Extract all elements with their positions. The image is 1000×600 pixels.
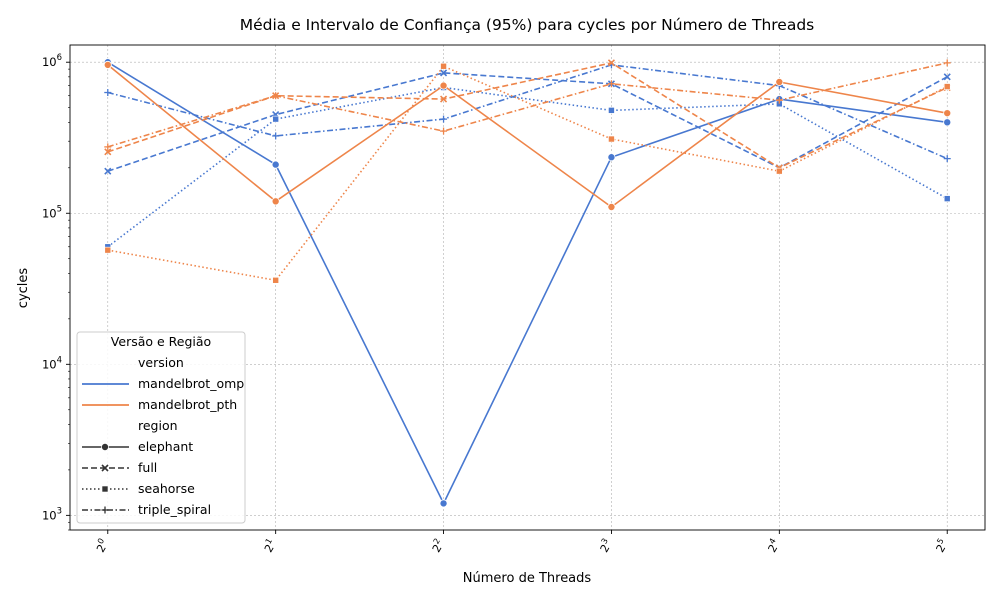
data-point [440,62,447,70]
series-line [107,64,948,208]
data-point [271,197,280,206]
series-line [107,72,948,172]
data-point [440,127,448,135]
data-point [104,148,112,156]
data-point [607,153,616,162]
x-axis-label: Número de Threads [463,571,592,586]
data-point [272,115,279,123]
marker-stroke [607,59,616,67]
marker-stroke [439,95,448,103]
data-point [943,59,951,67]
legend-title: Versão e Região [111,334,211,349]
data-point [104,167,112,175]
plot-area [69,44,986,531]
marker-stroke [104,167,112,175]
series-mandelbrot_pth-seahorse [104,62,951,284]
legend-entry-label: triple_spiral [138,502,211,517]
y-tick-label: 103 [42,506,62,522]
legend-marker [101,442,110,451]
data-point [943,109,952,118]
data-point [943,73,951,81]
data-point [103,60,112,69]
data-point [272,92,280,100]
legend-entry-label: mandelbrot_omp [138,376,244,391]
data-point [943,83,951,90]
data-point [608,135,615,143]
data-point [272,276,279,284]
data-point [440,115,448,123]
legend-entry-label: elephant [138,439,193,454]
data-point [943,118,952,127]
grid [70,45,985,530]
y-tick-label: 106 [42,53,62,69]
data-point [104,143,112,151]
data-point [439,499,448,508]
series-mandelbrot_pth-triple_spiral [104,59,951,151]
data-point [104,89,112,97]
data-point [775,96,783,104]
legend-marker [101,485,109,493]
chart-title: Média e Intervalo de Confiança (95%) par… [240,16,815,34]
data-point [943,195,951,202]
legend-entry-label: full [138,460,157,475]
marker-stroke [104,148,112,156]
legend-marker [101,464,109,472]
data-point [271,160,280,169]
data-point [272,132,280,140]
marker-stroke [101,464,109,472]
data-point [776,167,783,175]
data-point [439,81,448,90]
series-line [107,62,948,148]
series-mandelbrot_pth-elephant [103,60,952,212]
legend: Versão e Região version mandelbrot_ompmand… [76,331,246,524]
data-point [608,107,615,114]
data-point [439,95,448,103]
data-point [775,77,784,86]
data-point [607,59,616,67]
data-point [607,80,615,88]
marker-stroke [943,73,951,81]
legend-header-version: version [138,355,184,370]
marker-stroke [439,69,448,77]
data-point [104,246,112,254]
legend-entry-label: mandelbrot_pth [138,397,237,412]
y-tick-label: 104 [42,355,62,371]
data-point [607,203,616,212]
legend-marker [101,506,109,514]
series-line [107,61,948,505]
series-layer [103,58,952,508]
y-tick-label: 105 [42,204,62,220]
legend-box [76,331,246,524]
series-line [107,64,948,160]
legend-entry-label: seahorse [138,481,195,496]
data-point [943,155,951,163]
data-point [439,69,448,77]
legend-header-region: region [138,418,178,433]
y-axis-label: cycles [16,268,31,309]
